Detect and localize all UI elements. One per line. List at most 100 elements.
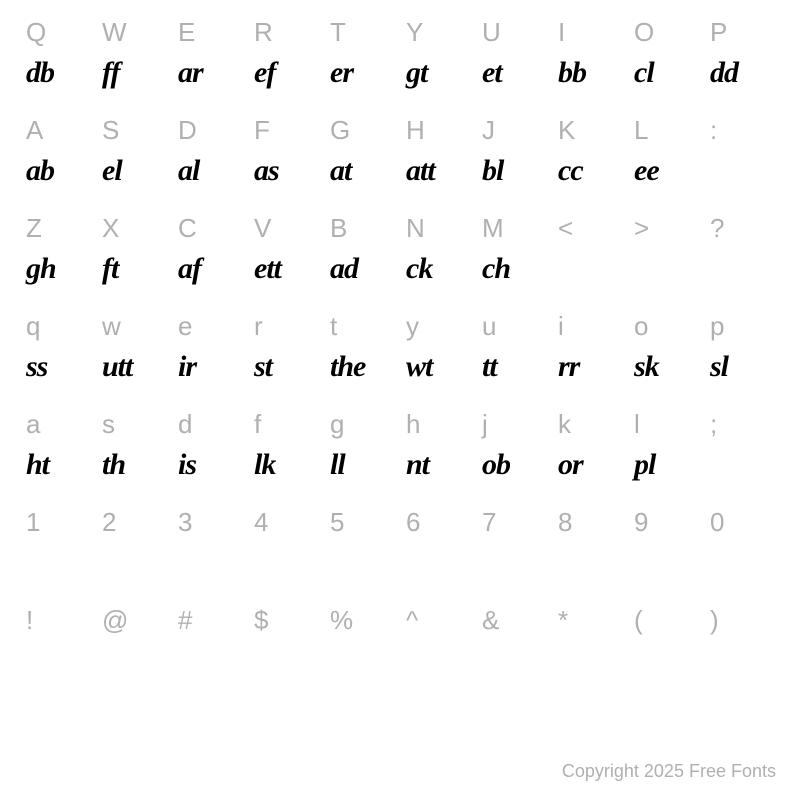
glyph-sample: as <box>248 152 324 206</box>
glyph-sample <box>400 642 476 696</box>
glyph-sample: ad <box>324 250 400 304</box>
glyph-sample: bl <box>476 152 552 206</box>
key-label: ) <box>704 598 780 642</box>
glyph-sample <box>172 544 248 598</box>
glyph-sample <box>628 544 704 598</box>
glyph-sample: rr <box>552 348 628 402</box>
glyph-sample <box>704 446 780 500</box>
glyph-sample: ar <box>172 54 248 108</box>
key-label: s <box>96 402 172 446</box>
key-label: 2 <box>96 500 172 544</box>
glyph-sample: sl <box>704 348 780 402</box>
glyph-sample: utt <box>96 348 172 402</box>
glyph-sample: ll <box>324 446 400 500</box>
glyph-sample: is <box>172 446 248 500</box>
glyph-sample <box>476 544 552 598</box>
key-label: 6 <box>400 500 476 544</box>
key-label: H <box>400 108 476 152</box>
glyph-sample <box>704 152 780 206</box>
glyph-sample <box>248 544 324 598</box>
key-label: p <box>704 304 780 348</box>
glyph-sample <box>704 642 780 696</box>
key-label: G <box>324 108 400 152</box>
glyph-sample <box>20 642 96 696</box>
character-map-grid: QWERTYUIOPdbffarefergtetbbclddASDFGHJKL:… <box>0 0 800 696</box>
glyph-sample <box>704 250 780 304</box>
glyph-sample: ett <box>248 250 324 304</box>
glyph-sample: cc <box>552 152 628 206</box>
key-label: N <box>400 206 476 250</box>
glyph-sample: ef <box>248 54 324 108</box>
glyph-sample: ss <box>20 348 96 402</box>
key-label: ? <box>704 206 780 250</box>
glyph-sample: at <box>324 152 400 206</box>
key-label: h <box>400 402 476 446</box>
key-label: & <box>476 598 552 642</box>
glyph-sample <box>96 544 172 598</box>
key-label: # <box>172 598 248 642</box>
key-label: F <box>248 108 324 152</box>
glyph-sample: lk <box>248 446 324 500</box>
glyph-sample: sk <box>628 348 704 402</box>
key-label: o <box>628 304 704 348</box>
key-label: D <box>172 108 248 152</box>
glyph-sample <box>324 544 400 598</box>
key-label: t <box>324 304 400 348</box>
glyph-sample <box>20 544 96 598</box>
glyph-sample: ee <box>628 152 704 206</box>
glyph-sample <box>476 642 552 696</box>
key-label: Q <box>20 10 96 54</box>
key-label: E <box>172 10 248 54</box>
key-label: 9 <box>628 500 704 544</box>
key-label: : <box>704 108 780 152</box>
key-label: % <box>324 598 400 642</box>
glyph-sample: st <box>248 348 324 402</box>
glyph-sample <box>552 250 628 304</box>
glyph-sample: al <box>172 152 248 206</box>
key-label: J <box>476 108 552 152</box>
glyph-sample: db <box>20 54 96 108</box>
glyph-sample: pl <box>628 446 704 500</box>
glyph-sample: af <box>172 250 248 304</box>
key-label: 8 <box>552 500 628 544</box>
key-label: $ <box>248 598 324 642</box>
glyph-sample <box>96 642 172 696</box>
glyph-sample <box>172 642 248 696</box>
key-label: S <box>96 108 172 152</box>
key-label: V <box>248 206 324 250</box>
key-label: i <box>552 304 628 348</box>
key-label: K <box>552 108 628 152</box>
key-label: w <box>96 304 172 348</box>
key-label: 0 <box>704 500 780 544</box>
key-label: ! <box>20 598 96 642</box>
key-label: R <box>248 10 324 54</box>
glyph-sample: the <box>324 348 400 402</box>
glyph-sample: att <box>400 152 476 206</box>
glyph-sample <box>552 544 628 598</box>
key-label: y <box>400 304 476 348</box>
key-label: A <box>20 108 96 152</box>
glyph-sample: ir <box>172 348 248 402</box>
key-label: l <box>628 402 704 446</box>
key-label: 1 <box>20 500 96 544</box>
glyph-sample: ob <box>476 446 552 500</box>
glyph-sample: cl <box>628 54 704 108</box>
key-label: 3 <box>172 500 248 544</box>
glyph-sample: ch <box>476 250 552 304</box>
glyph-sample: gt <box>400 54 476 108</box>
glyph-sample <box>248 642 324 696</box>
key-label: k <box>552 402 628 446</box>
key-label: e <box>172 304 248 348</box>
key-label: u <box>476 304 552 348</box>
key-label: O <box>628 10 704 54</box>
glyph-sample <box>552 642 628 696</box>
key-label: M <box>476 206 552 250</box>
glyph-sample: ht <box>20 446 96 500</box>
glyph-sample: gh <box>20 250 96 304</box>
key-label: C <box>172 206 248 250</box>
key-label: Z <box>20 206 96 250</box>
key-label: * <box>552 598 628 642</box>
key-label: f <box>248 402 324 446</box>
glyph-sample: nt <box>400 446 476 500</box>
key-label: j <box>476 402 552 446</box>
